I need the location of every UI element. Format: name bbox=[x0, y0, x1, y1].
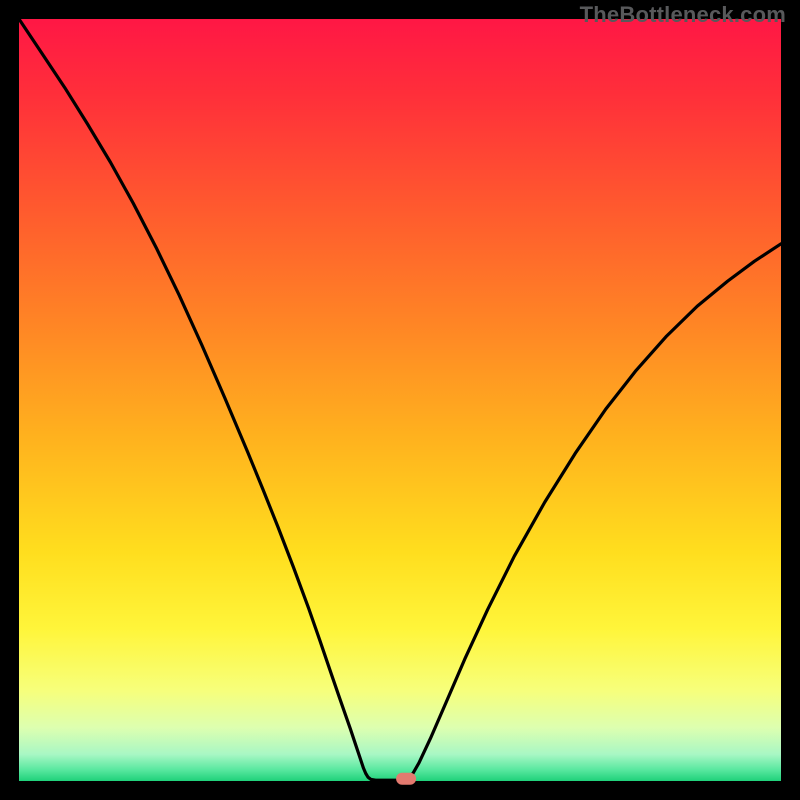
gradient-background bbox=[19, 19, 781, 781]
bottleneck-curve-plot bbox=[0, 0, 800, 800]
watermark-text: TheBottleneck.com bbox=[580, 2, 786, 28]
chart-frame: TheBottleneck.com bbox=[0, 0, 800, 800]
optimal-point-marker bbox=[396, 773, 416, 785]
